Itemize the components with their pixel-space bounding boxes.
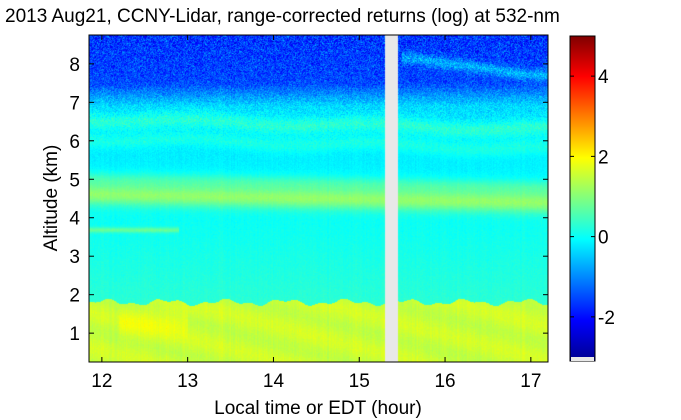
x-axis-ticks: 12 13 14 15 16 17 [91,35,541,392]
y-tick-label: 3 [69,247,80,268]
colorbar [569,35,596,362]
x-tick-label: 12 [91,371,112,392]
y-tick-label: 6 [69,132,80,153]
x-tick-label: 15 [349,371,370,392]
y-axis-ticks: 1 2 3 4 5 6 7 8 [69,55,548,345]
y-axis-label: Altitude (km) [41,145,62,252]
y-tick-label: 8 [69,55,80,76]
colorbar-ticks: -2 0 2 4 [570,67,615,361]
x-tick-label: 17 [520,371,541,392]
colorbar-tick-label: 4 [598,67,609,88]
x-tick-label: 14 [263,371,285,392]
y-tick-label: 1 [69,324,80,345]
plot-frame [88,34,549,363]
x-tick-label: 16 [434,371,455,392]
y-tick-label: 5 [69,170,80,191]
chart-title: 2013 Aug21, CCNY-Lidar, range-corrected … [5,6,560,27]
y-tick-label: 7 [69,93,80,114]
x-tick-label: 13 [177,371,198,392]
heatmap-image [89,35,548,362]
colorbar-tick-label: 0 [598,228,609,249]
y-tick-label: 2 [69,286,80,307]
y-tick-label: 4 [69,209,80,230]
colorbar-tick-label: -2 [598,308,615,329]
x-axis-label: Local time or EDT (hour) [214,398,422,419]
colorbar-tick-label: 2 [598,147,609,168]
colorbar-nodata-swatch [571,357,594,361]
